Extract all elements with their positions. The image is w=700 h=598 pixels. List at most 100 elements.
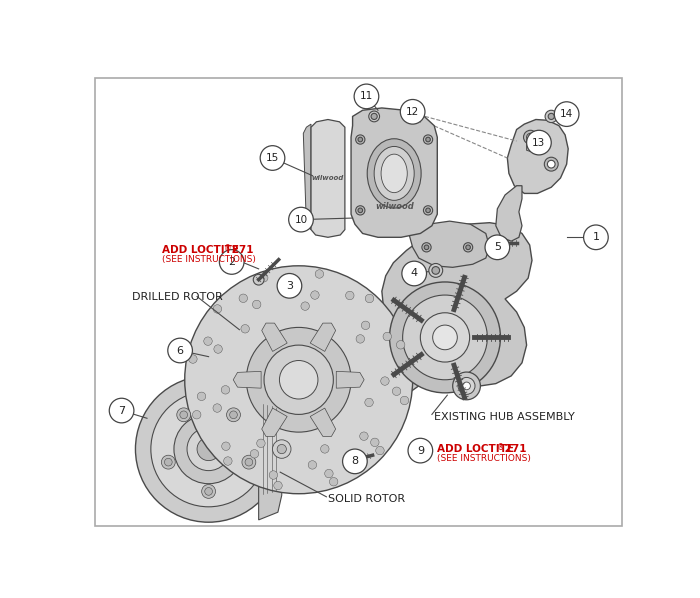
- Circle shape: [463, 243, 473, 252]
- Circle shape: [453, 372, 480, 400]
- Circle shape: [396, 340, 405, 349]
- Polygon shape: [351, 108, 438, 237]
- Circle shape: [301, 302, 309, 310]
- Circle shape: [466, 245, 470, 249]
- Polygon shape: [262, 408, 287, 437]
- Circle shape: [213, 404, 221, 412]
- Circle shape: [361, 321, 370, 329]
- Circle shape: [330, 477, 338, 486]
- Circle shape: [214, 305, 222, 313]
- Text: (SEE INSTRUCTIONS): (SEE INSTRUCTIONS): [438, 454, 531, 463]
- Circle shape: [458, 377, 475, 395]
- Text: 9: 9: [416, 446, 424, 456]
- Circle shape: [177, 408, 190, 422]
- Text: 1: 1: [592, 232, 599, 242]
- Circle shape: [253, 274, 264, 285]
- Circle shape: [223, 457, 232, 465]
- Circle shape: [346, 291, 354, 300]
- Circle shape: [270, 471, 278, 479]
- Circle shape: [360, 432, 368, 440]
- Circle shape: [222, 442, 230, 450]
- Circle shape: [424, 206, 433, 215]
- Circle shape: [526, 130, 552, 155]
- Circle shape: [358, 208, 363, 213]
- Circle shape: [545, 157, 558, 171]
- Ellipse shape: [381, 154, 407, 193]
- Circle shape: [308, 460, 316, 469]
- Circle shape: [277, 273, 302, 298]
- Circle shape: [389, 282, 500, 393]
- Polygon shape: [233, 371, 261, 388]
- Circle shape: [187, 428, 230, 471]
- Circle shape: [162, 455, 175, 469]
- Text: ADD LOCTITE: ADD LOCTITE: [438, 444, 514, 454]
- Circle shape: [274, 481, 282, 490]
- Circle shape: [342, 449, 368, 474]
- Text: 4: 4: [411, 269, 418, 279]
- Circle shape: [524, 130, 538, 144]
- Text: 15: 15: [266, 153, 279, 163]
- Circle shape: [491, 237, 503, 249]
- Circle shape: [193, 410, 201, 419]
- Circle shape: [239, 294, 248, 303]
- Circle shape: [429, 264, 442, 277]
- Circle shape: [424, 245, 429, 249]
- Circle shape: [426, 137, 430, 142]
- Circle shape: [356, 135, 365, 144]
- Circle shape: [315, 270, 323, 278]
- Text: DRILLED ROTOR: DRILLED ROTOR: [132, 292, 223, 301]
- Circle shape: [290, 285, 298, 293]
- Circle shape: [433, 325, 457, 350]
- Circle shape: [485, 235, 510, 260]
- Circle shape: [136, 376, 281, 522]
- Circle shape: [214, 345, 223, 353]
- Text: EXISTING HUB ASSEMBLY: EXISTING HUB ASSEMBLY: [434, 411, 575, 422]
- Circle shape: [494, 240, 500, 246]
- Circle shape: [381, 377, 389, 385]
- Circle shape: [174, 414, 244, 484]
- Circle shape: [205, 487, 213, 495]
- Polygon shape: [311, 120, 345, 237]
- Circle shape: [202, 484, 216, 498]
- Ellipse shape: [368, 139, 421, 208]
- Circle shape: [402, 261, 426, 286]
- Circle shape: [227, 408, 240, 422]
- Circle shape: [365, 294, 374, 303]
- Circle shape: [400, 396, 409, 405]
- Text: wilwood: wilwood: [374, 202, 414, 211]
- Circle shape: [246, 327, 351, 432]
- Circle shape: [376, 446, 384, 455]
- Circle shape: [257, 439, 265, 447]
- Circle shape: [365, 398, 373, 407]
- Text: 8: 8: [351, 456, 358, 466]
- Circle shape: [219, 249, 244, 274]
- Text: 10: 10: [295, 215, 307, 225]
- Circle shape: [260, 146, 285, 170]
- Circle shape: [408, 438, 433, 463]
- Polygon shape: [258, 378, 281, 520]
- Circle shape: [408, 112, 414, 118]
- Circle shape: [406, 109, 416, 120]
- Circle shape: [164, 458, 172, 466]
- Circle shape: [197, 438, 220, 460]
- Text: 271: 271: [228, 245, 253, 255]
- Circle shape: [350, 460, 360, 469]
- Circle shape: [168, 338, 193, 363]
- Circle shape: [288, 208, 314, 232]
- Ellipse shape: [374, 147, 414, 200]
- Circle shape: [180, 411, 188, 419]
- Circle shape: [545, 110, 557, 123]
- Circle shape: [279, 361, 318, 399]
- Circle shape: [371, 114, 377, 120]
- Polygon shape: [380, 222, 532, 393]
- Circle shape: [584, 225, 608, 249]
- Circle shape: [286, 282, 300, 296]
- Circle shape: [526, 133, 534, 141]
- Circle shape: [311, 291, 319, 299]
- Polygon shape: [262, 323, 287, 352]
- Polygon shape: [526, 137, 538, 152]
- Circle shape: [245, 458, 253, 466]
- Circle shape: [547, 160, 555, 168]
- Circle shape: [354, 84, 379, 109]
- Circle shape: [369, 111, 379, 122]
